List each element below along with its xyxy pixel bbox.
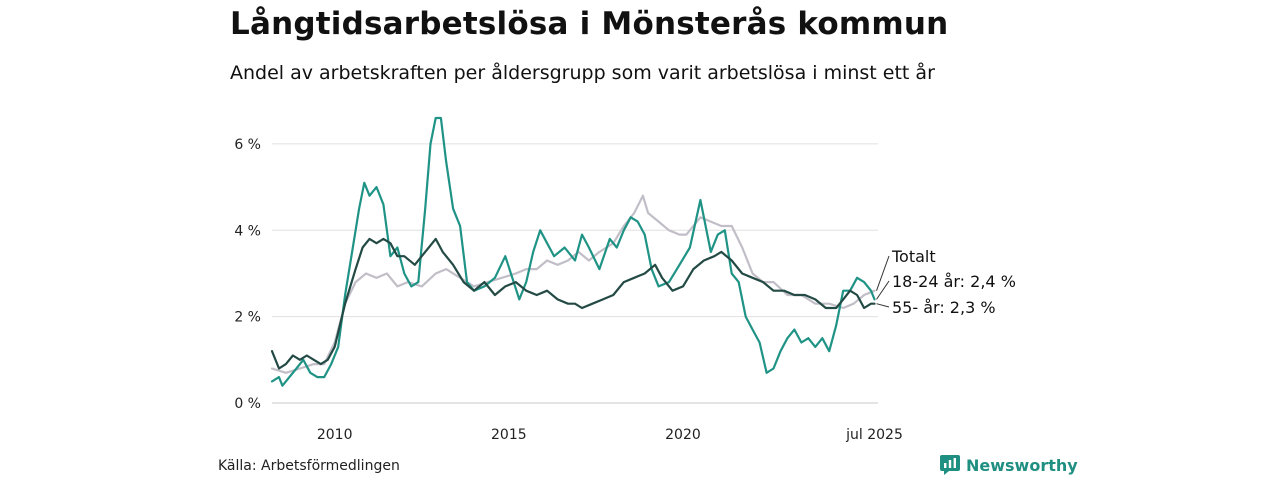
y-tick-label: 4 % bbox=[234, 223, 261, 239]
series-line-0 bbox=[270, 194, 876, 374]
brand[interactable]: Newsworthy bbox=[940, 455, 1078, 475]
series-end-label: 55- år: 2,3 % bbox=[892, 298, 996, 317]
x-tick-label: 2015 bbox=[491, 427, 527, 443]
series-end-label: 18-24 år: 2,4 % bbox=[892, 272, 1016, 291]
x-tick-label: jul 2025 bbox=[845, 427, 903, 443]
series-lines bbox=[270, 116, 876, 387]
x-tick-label: 2010 bbox=[317, 427, 353, 443]
series-line-2 bbox=[270, 237, 876, 370]
x-tick-label: 2020 bbox=[665, 427, 701, 443]
axis-labels: 0 % 2 % 4 % 6 % 2010 2015 2020 jul 2025 bbox=[234, 137, 903, 443]
chart-subtitle: Andel av arbetskraften per åldersgrupp s… bbox=[230, 62, 935, 84]
y-tick-label: 0 % bbox=[234, 396, 261, 412]
series-end-labels: Totalt 18-24 år: 2,4 % 55- år: 2,3 % bbox=[876, 247, 1016, 317]
end-label-leader bbox=[876, 280, 890, 300]
source-note: Källa: Arbetsförmedlingen bbox=[218, 458, 400, 474]
newsworthy-logo-icon bbox=[940, 455, 960, 475]
end-label-leader bbox=[876, 255, 890, 291]
brand-name: Newsworthy bbox=[966, 455, 1078, 475]
y-tick-label: 6 % bbox=[234, 137, 261, 153]
series-line-1 bbox=[270, 116, 876, 387]
series-end-label: Totalt bbox=[891, 247, 936, 266]
end-label-leader bbox=[876, 303, 890, 308]
chart-title: Långtidsarbetslösa i Mönsterås kommun bbox=[230, 6, 949, 42]
y-tick-label: 2 % bbox=[234, 310, 261, 326]
grid-lines bbox=[272, 143, 878, 404]
